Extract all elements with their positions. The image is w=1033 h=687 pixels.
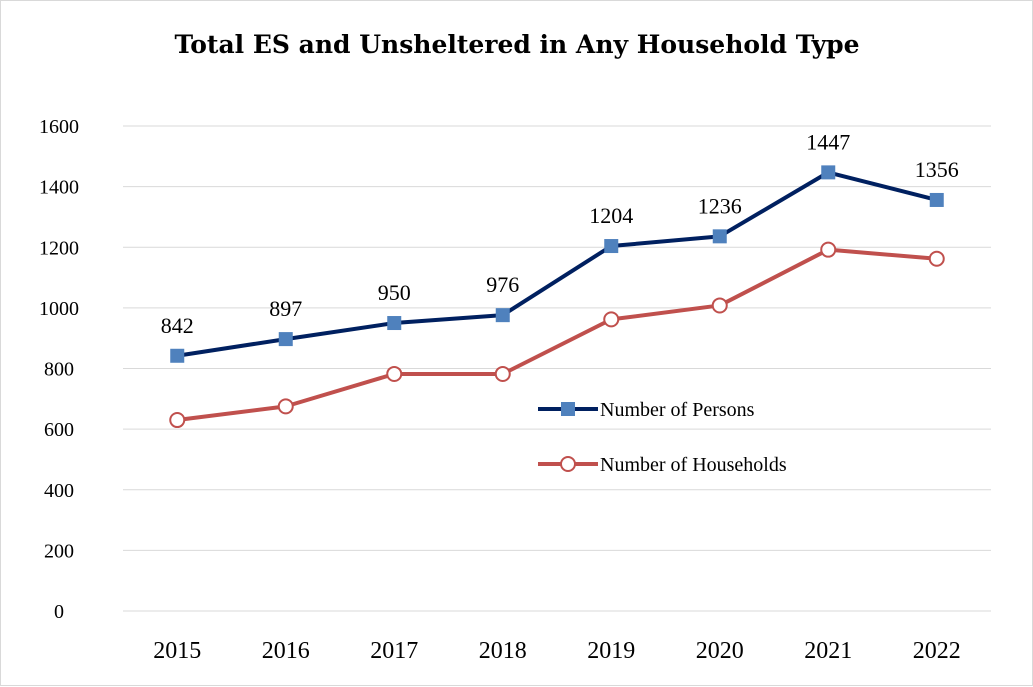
point-households-2019	[603, 311, 620, 328]
legend-marker-households	[560, 456, 576, 472]
x-tick-label-2022: 2022	[913, 638, 961, 664]
gridlines	[123, 125, 991, 612]
x-tick-label-2016: 2016	[262, 638, 310, 664]
point-persons-2022	[929, 192, 944, 207]
x-tick-label-2017: 2017	[370, 638, 418, 664]
series-line-households	[177, 247, 937, 423]
x-tick-label-2015: 2015	[153, 638, 201, 664]
legend-marker-persons	[561, 402, 575, 416]
series-layer: 842 897 950 976 1204 1236 1447 1356	[161, 129, 959, 429]
x-axis-ticks: 2015 2016 2017 2018 2019 2020 2021 2022	[153, 638, 961, 664]
data-label-persons-2020: 1236	[698, 193, 742, 218]
y-tick-label-1000: 1000	[39, 298, 79, 320]
legend-label-households: Number of Households	[600, 454, 787, 476]
data-label-persons-2022: 1356	[915, 157, 959, 182]
y-tick-label-1200: 1200	[39, 237, 79, 259]
chart-title: Total ES and Unsheltered in Any Househol…	[174, 30, 859, 59]
series-persons: 842 897 950 976 1204 1236 1447 1356	[161, 129, 959, 363]
point-persons-2015	[170, 348, 185, 363]
data-label-persons-2016: 897	[269, 296, 302, 321]
point-persons-2020	[712, 229, 727, 244]
data-label-persons-2019: 1204	[589, 203, 633, 228]
series-line-persons	[176, 170, 938, 358]
point-persons-2017	[387, 316, 402, 331]
legend-entry-persons: Number of Persons	[538, 399, 755, 421]
x-tick-label-2020: 2020	[696, 638, 744, 664]
y-tick-label-200: 200	[44, 540, 74, 562]
y-tick-label-1600: 1600	[39, 116, 79, 138]
legend-entry-households: Number of Households	[538, 454, 787, 476]
legend-label-persons: Number of Persons	[600, 399, 755, 421]
point-persons-2018	[495, 308, 510, 323]
point-households-2018	[494, 365, 511, 382]
x-tick-label-2021: 2021	[804, 638, 852, 664]
y-tick-label-600: 600	[44, 419, 74, 441]
legend: Number of Persons Number of Households	[538, 399, 787, 476]
y-tick-label-1400: 1400	[39, 177, 79, 199]
point-households-2020	[711, 297, 728, 314]
point-persons-2019	[604, 239, 619, 254]
point-households-2016	[277, 398, 294, 415]
point-persons-2021	[821, 165, 836, 180]
series-households	[169, 241, 945, 429]
y-axis-ticks: 0 200 400 600 800 1000 1200 1400 1600	[39, 116, 79, 623]
y-tick-label-0: 0	[54, 601, 64, 623]
point-households-2021	[820, 241, 837, 258]
y-tick-label-400: 400	[44, 480, 74, 502]
x-tick-label-2018: 2018	[479, 638, 527, 664]
data-label-persons-2021: 1447	[806, 129, 850, 154]
x-tick-label-2019: 2019	[587, 638, 635, 664]
point-households-2015	[169, 412, 186, 429]
point-households-2022	[928, 250, 945, 267]
point-households-2017	[386, 365, 403, 382]
data-label-persons-2015: 842	[161, 313, 194, 338]
point-persons-2016	[278, 332, 293, 347]
y-tick-label-800: 800	[44, 359, 74, 381]
data-label-persons-2017: 950	[378, 280, 411, 305]
data-label-persons-2018: 976	[486, 272, 519, 297]
